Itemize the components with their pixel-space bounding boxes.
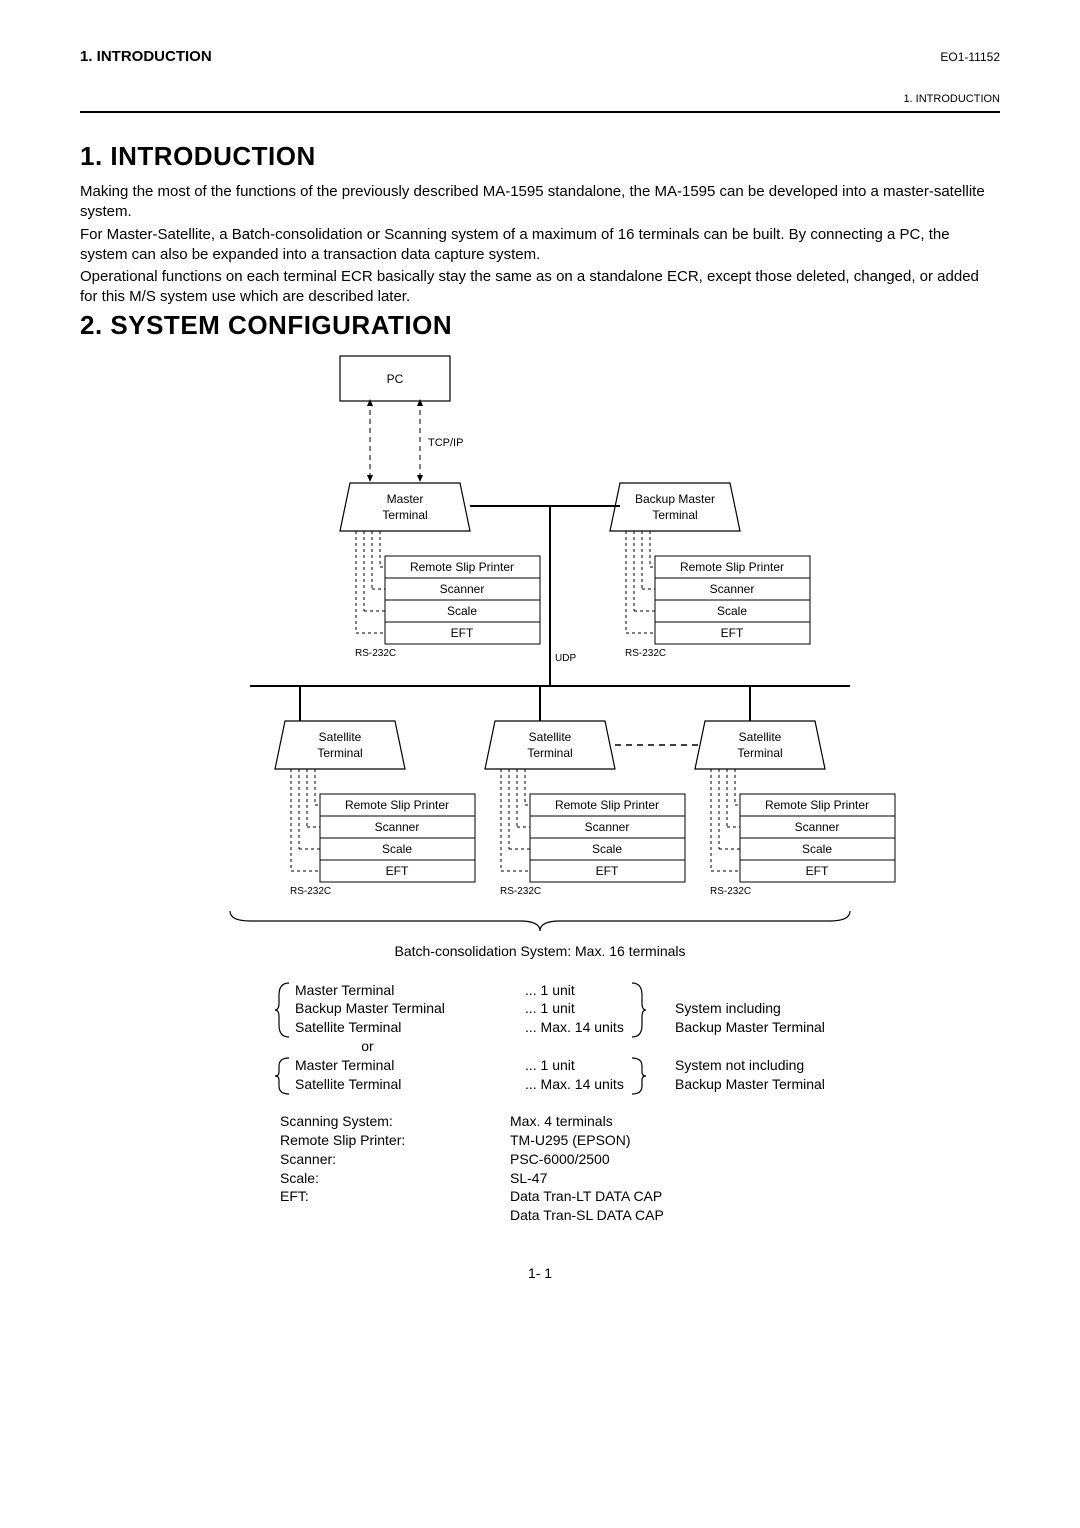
svg-text:Remote Slip Printer: Remote Slip Printer bbox=[345, 798, 449, 812]
specs-list: Scanning System:Max. 4 terminals Remote … bbox=[280, 1112, 1000, 1225]
section1-title: 1. INTRODUCTION bbox=[80, 141, 1000, 172]
svg-text:Scanner: Scanner bbox=[710, 582, 755, 596]
svg-text:EFT: EFT bbox=[806, 864, 829, 878]
svg-text:Scanner: Scanner bbox=[440, 582, 485, 596]
svg-text:Scanner: Scanner bbox=[795, 820, 840, 834]
pc-label: PC bbox=[387, 372, 404, 386]
svg-text:Terminal: Terminal bbox=[737, 746, 782, 760]
backup-peripherals: Remote Slip Printer Scanner Scale EFT RS… bbox=[625, 531, 810, 659]
svg-text:Scale: Scale bbox=[717, 604, 747, 618]
batch-caption: Batch-consolidation System: Max. 16 term… bbox=[394, 943, 685, 959]
master-peripherals: Remote Slip Printer Scanner Scale EFT RS… bbox=[355, 531, 540, 659]
svg-text:Scanner: Scanner bbox=[375, 820, 420, 834]
header-rule bbox=[80, 111, 1000, 113]
backup-label: Backup Master bbox=[635, 492, 715, 506]
svg-text:Terminal: Terminal bbox=[317, 746, 362, 760]
svg-text:Satellite: Satellite bbox=[739, 730, 782, 744]
svg-text:Scale: Scale bbox=[802, 842, 832, 856]
backup-term: Terminal bbox=[652, 508, 697, 522]
svg-text:RS-232C: RS-232C bbox=[290, 886, 331, 897]
satellite-2: Satellite Terminal Remote Slip Printer S… bbox=[485, 721, 685, 897]
svg-text:Satellite: Satellite bbox=[529, 730, 572, 744]
satellite-1: Satellite Terminal Remote Slip Printer S… bbox=[275, 721, 475, 897]
header-code: EO1-11152 bbox=[940, 50, 1000, 64]
svg-text:EFT: EFT bbox=[721, 626, 744, 640]
svg-text:EFT: EFT bbox=[451, 626, 474, 640]
svg-text:EFT: EFT bbox=[596, 864, 619, 878]
svg-text:Terminal: Terminal bbox=[527, 746, 572, 760]
svg-text:Scanner: Scanner bbox=[585, 820, 630, 834]
sub-header: 1. INTRODUCTION bbox=[80, 93, 1000, 105]
svg-text:RS-232C: RS-232C bbox=[710, 886, 751, 897]
svg-text:RS-232C: RS-232C bbox=[355, 648, 396, 659]
svg-text:Scale: Scale bbox=[592, 842, 622, 856]
section2-title: 2. SYSTEM CONFIGURATION bbox=[80, 310, 1000, 341]
udp-label: UDP bbox=[555, 653, 576, 664]
svg-text:EFT: EFT bbox=[386, 864, 409, 878]
svg-text:Remote Slip Printer: Remote Slip Printer bbox=[680, 560, 784, 574]
satellite-3: Satellite Terminal Remote Slip Printer S… bbox=[695, 721, 895, 897]
svg-text:Scale: Scale bbox=[447, 604, 477, 618]
svg-text:Remote Slip Printer: Remote Slip Printer bbox=[410, 560, 514, 574]
svg-text:Scale: Scale bbox=[382, 842, 412, 856]
svg-text:Satellite: Satellite bbox=[319, 730, 362, 744]
section1-p1: Making the most of the functions of the … bbox=[80, 182, 1000, 223]
page-number: 1- 1 bbox=[80, 1265, 1000, 1281]
svg-text:Remote Slip Printer: Remote Slip Printer bbox=[555, 798, 659, 812]
or-label: or bbox=[280, 1037, 455, 1056]
svg-text:RS-232C: RS-232C bbox=[625, 648, 666, 659]
master-term: Terminal bbox=[382, 508, 427, 522]
section1-p3: Operational functions on each terminal E… bbox=[80, 267, 1000, 308]
svg-text:Remote Slip Printer: Remote Slip Printer bbox=[765, 798, 869, 812]
section1-p2: For Master-Satellite, a Batch-consolidat… bbox=[80, 225, 1000, 266]
svg-text:RS-232C: RS-232C bbox=[500, 886, 541, 897]
master-label: Master bbox=[387, 492, 424, 506]
system-diagram: PC TCP/IP Master Terminal Backup Master … bbox=[80, 351, 1000, 981]
header-left: 1. INTRODUCTION bbox=[80, 48, 212, 65]
tcpip-label: TCP/IP bbox=[428, 437, 463, 449]
config-block: Master Terminal... 1 unit Backup Master … bbox=[280, 981, 1000, 1226]
